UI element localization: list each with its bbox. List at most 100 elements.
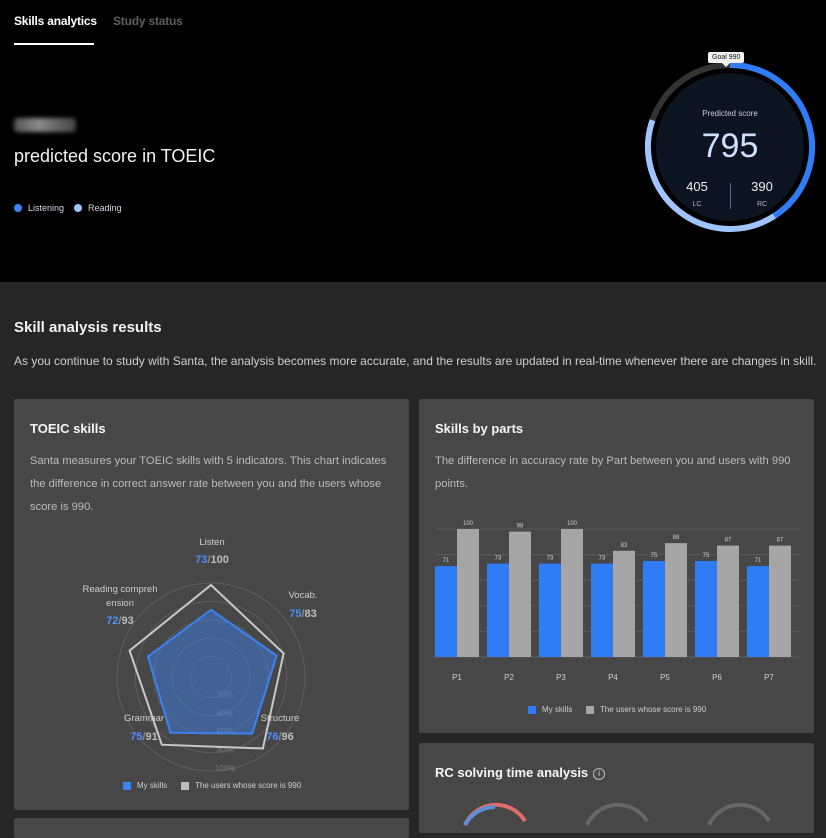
info-icon[interactable]: i — [593, 768, 606, 780]
bar — [487, 563, 509, 657]
bar — [457, 529, 479, 657]
lc-label: LC — [692, 201, 702, 208]
predicted-score-label: Predicted score — [702, 109, 758, 118]
rc-gauge-arc — [463, 805, 496, 827]
radar-other-value: 83 — [304, 608, 317, 620]
rc-gauge-arc — [585, 802, 649, 826]
lc-score: 405 — [686, 179, 708, 194]
bar-value-label: 73 — [495, 556, 502, 562]
radar-mine-value: 76 — [266, 731, 279, 743]
legend-swatch — [586, 705, 594, 714]
bar — [717, 545, 739, 657]
rc-solving-time-card: RC solving time analysis i — [419, 743, 814, 833]
radar-other-value: 91 — [145, 731, 158, 743]
legend-listening: Listening — [14, 203, 64, 213]
bar-value-label: 89 — [673, 535, 680, 541]
bar-category-label: P3 — [556, 673, 566, 682]
bar-category-label: P7 — [764, 673, 774, 682]
rc-title-text: RC solving time analysis — [435, 765, 589, 780]
radar-mine-value: 75 — [289, 608, 302, 620]
radar-axis-value: 72/93 — [106, 615, 134, 627]
legend-label: My skills — [137, 781, 168, 790]
radar-axis-value: 73/100 — [195, 554, 229, 566]
bar — [695, 561, 717, 657]
bar — [509, 531, 531, 657]
listening-dot — [14, 204, 22, 212]
radar-axis-value: 76/96 — [266, 731, 294, 743]
bar-category-label: P2 — [504, 673, 514, 682]
gauge-arc-rc — [645, 119, 776, 232]
predicted-score-value: 795 — [701, 127, 759, 165]
bar-legend-mine: My skills — [528, 705, 572, 714]
radar-grid-ring — [190, 656, 232, 698]
radar-axis-value: 75/91 — [130, 731, 158, 743]
radar-other-value: 96 — [281, 731, 294, 743]
bar-value-label: 71 — [755, 558, 762, 564]
section-description: As you continue to study with Santa, the… — [14, 354, 817, 368]
bar-value-label: 100 — [463, 521, 474, 527]
bar — [769, 545, 791, 657]
bar-category-label: P1 — [452, 673, 462, 682]
toeic-skills-card: TOEIC skills Santa measures your TOEIC s… — [14, 399, 409, 810]
toeic-skills-description: Santa measures your TOEIC skills with 5 … — [30, 450, 386, 519]
next-card — [14, 818, 409, 838]
toeic-skills-title: TOEIC skills — [30, 421, 106, 436]
gauge-divider — [730, 183, 731, 209]
skills-by-parts-title: Skills by parts — [435, 421, 524, 436]
section-title: Skill analysis results — [14, 319, 162, 336]
radar-mine-value: 72 — [106, 615, 119, 627]
bar-value-label: 87 — [777, 538, 784, 544]
tab-study-status[interactable]: Study status — [113, 14, 183, 28]
radar-mine-value: 73 — [195, 554, 208, 566]
bar-value-label: 73 — [547, 556, 554, 562]
rc-score: 390 — [751, 179, 773, 194]
bar — [591, 563, 613, 657]
tab-skills-analytics[interactable]: Skills analytics — [14, 14, 97, 28]
toeic-desc-line: score is 990. — [30, 501, 94, 513]
rc-gauge-arc — [707, 802, 771, 826]
radar-series-990 — [128, 583, 285, 750]
radar-grid-label: 60% — [217, 727, 233, 736]
bar — [561, 529, 583, 657]
bar-category-label: P4 — [608, 673, 618, 682]
radar-legend-other: The users whose score is 990 — [181, 781, 301, 790]
radar-grid-label: 40% — [217, 709, 233, 718]
radar-other-value: 93 — [121, 615, 134, 627]
legend-swatch — [528, 705, 536, 714]
bar — [613, 550, 635, 657]
radar-other-value: 100 — [210, 554, 229, 566]
bar — [747, 566, 769, 657]
legend-reading-label: Reading — [88, 203, 122, 213]
toeic-desc-line: Santa measures your TOEIC skills with 5 … — [30, 455, 387, 467]
radar-chart: 20% 40% 60% 80% 100% — [116, 582, 306, 773]
radar-axis-label: Grammar — [123, 713, 165, 724]
gauge-inner-disc — [656, 73, 804, 221]
radar-grid-label: 100% — [215, 764, 235, 773]
legend-label: My skills — [542, 705, 573, 714]
page-headline: predicted score in TOEIC — [14, 146, 216, 166]
bar-legend-other: The users whose score is 990 — [586, 705, 706, 714]
bar — [643, 561, 665, 657]
bar-category-label: P6 — [712, 673, 722, 682]
radar-axis-label: Structure — [260, 713, 300, 724]
bar-value-label: 71 — [443, 558, 450, 564]
bar-value-label: 98 — [517, 524, 524, 530]
parts-desc-line: points. — [435, 478, 468, 490]
bar-value-label: 75 — [703, 553, 710, 559]
legend-label: The users whose score is 990 — [600, 705, 707, 714]
user-name-redacted — [14, 118, 76, 132]
bar-value-label: 83 — [621, 543, 628, 549]
radar-mine-value: 75 — [130, 731, 143, 743]
rc-time-gauges — [463, 802, 771, 827]
skills-by-parts-card: Skills by parts The difference in accura… — [419, 399, 814, 733]
bar — [665, 543, 687, 657]
legend-swatch — [123, 781, 131, 790]
radar-grid-ring — [171, 637, 251, 717]
gauge-arc-lc — [729, 62, 815, 219]
bar-value-label: 100 — [567, 521, 578, 527]
legend-swatch — [181, 781, 189, 790]
skills-by-parts-description: The difference in accuracy rate by Part … — [435, 450, 791, 496]
radar-axis-value: 75/83 — [289, 608, 317, 620]
radar-axis-label: Listen — [199, 537, 225, 548]
radar-axis-label: Reading compreh ension — [82, 584, 158, 609]
